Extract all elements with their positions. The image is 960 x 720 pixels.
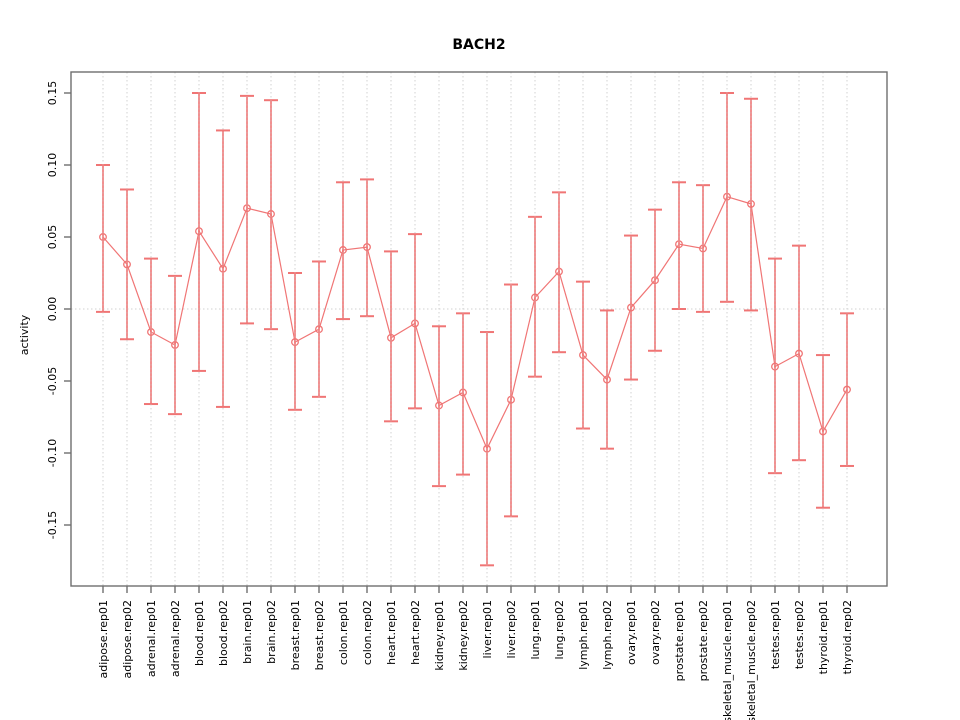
x-tick-label: brain.rep02 <box>265 600 278 664</box>
data-point <box>603 375 611 384</box>
axes-layer: 0.15 0.10 0.05 0.00 -0.05 -0.10 -0.15 adipose.r… <box>46 71 888 720</box>
data-point <box>411 319 419 328</box>
x-tick-label: prostate.rep01 <box>673 600 686 681</box>
x-tick-label: blood.rep02 <box>217 600 230 666</box>
data-point <box>291 338 299 347</box>
x-tick-label: adipose.rep01 <box>97 600 110 679</box>
x-tick-label: heart.rep02 <box>409 600 422 665</box>
x-tick-label: liver.rep02 <box>505 600 518 658</box>
data-point <box>531 293 539 302</box>
data-point <box>747 199 755 208</box>
y-tick-label: -0.05 <box>46 367 59 395</box>
x-tick-label: colon.rep02 <box>361 600 374 665</box>
x-tick-label: lung.rep01 <box>529 600 542 660</box>
data-point <box>459 388 467 397</box>
data-point <box>123 260 131 269</box>
x-tick-label: thyroid.rep02 <box>841 600 854 674</box>
data-point <box>315 325 323 334</box>
x-tick-label: kidney.rep01 <box>433 600 446 671</box>
data-point <box>819 427 827 436</box>
x-tick-label: breast.rep02 <box>313 600 326 670</box>
y-tick-label: 0.00 <box>46 297 59 322</box>
data-point <box>675 240 683 249</box>
x-tick-label: adipose.rep02 <box>121 600 134 679</box>
x-tick-label: heart.rep01 <box>385 600 398 665</box>
x-tick-label: testes.rep02 <box>793 600 806 669</box>
data-point <box>195 227 203 236</box>
data-point <box>171 341 179 349</box>
data-point <box>843 385 851 394</box>
x-tick-label: colon.rep01 <box>337 600 350 665</box>
series-line <box>102 195 848 451</box>
x-tick-label: skeletal_muscle.rep01 <box>721 600 734 720</box>
x-tick-label: adrenal.rep01 <box>145 600 158 677</box>
data-point <box>723 192 731 201</box>
data-point <box>627 303 635 312</box>
x-tick-label: adrenal.rep02 <box>169 600 182 677</box>
x-tick-label: ovary.rep01 <box>625 600 638 665</box>
data-point <box>339 246 347 254</box>
data-point <box>387 333 395 342</box>
grid-overlay-layer <box>102 72 848 586</box>
chart-title: BACH2 <box>452 37 505 53</box>
y-tick-label: 0.10 <box>46 153 59 178</box>
x-tick-label: kidney.rep02 <box>457 600 470 671</box>
y-axis-label: activity <box>18 314 31 355</box>
x-tick-label: ovary.rep02 <box>649 600 662 665</box>
data-point <box>267 210 275 218</box>
data-point <box>363 243 371 252</box>
data-point <box>147 328 155 336</box>
x-tick-label: skeletal_muscle.rep02 <box>745 600 758 720</box>
data-point <box>555 267 563 276</box>
x-tick-label: liver.rep01 <box>481 600 494 658</box>
data-point <box>771 362 779 371</box>
grid-layer <box>71 72 887 586</box>
y-tick-label: -0.15 <box>46 511 59 539</box>
x-tick-label: thyroid.rep01 <box>817 600 830 674</box>
data-point <box>795 349 803 358</box>
data-point <box>99 233 107 241</box>
plot-border <box>70 71 888 587</box>
x-tick-label: prostate.rep02 <box>697 600 710 681</box>
data-point <box>651 276 659 285</box>
x-tick-label: lymph.rep02 <box>601 600 614 670</box>
x-tick-label: blood.rep01 <box>193 600 206 666</box>
data-point <box>483 444 491 453</box>
data-point <box>507 395 515 404</box>
y-tick-label: 0.15 <box>46 81 59 106</box>
data-point <box>579 351 587 360</box>
x-tick-label: lung.rep02 <box>553 600 566 660</box>
x-tick-label: lymph.rep01 <box>577 600 590 670</box>
x-tick-label: breast.rep01 <box>289 600 302 670</box>
data-point <box>435 401 443 410</box>
data-point <box>243 204 251 213</box>
y-tick-label: 0.05 <box>46 225 59 250</box>
data-point <box>219 264 227 273</box>
x-tick-label: testes.rep01 <box>769 600 782 669</box>
data-point <box>699 244 707 253</box>
x-tick-label: brain.rep01 <box>241 600 254 664</box>
marks-layer <box>96 92 854 567</box>
y-tick-label: -0.10 <box>46 439 59 467</box>
